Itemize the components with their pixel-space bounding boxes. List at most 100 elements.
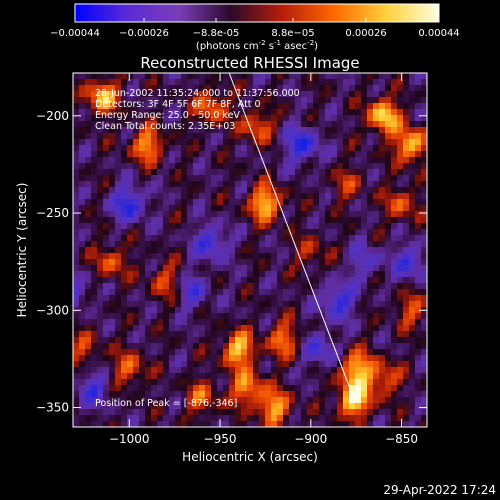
heatmap-cell xyxy=(97,295,104,302)
heatmap-cell xyxy=(199,343,206,350)
heatmap-cell xyxy=(109,79,116,86)
heatmap-cell xyxy=(121,175,128,182)
heatmap-cell xyxy=(85,217,92,224)
heatmap-cell xyxy=(337,133,344,140)
heatmap-cell xyxy=(109,169,116,176)
heatmap-cell xyxy=(139,217,146,224)
heatmap-cell xyxy=(235,331,242,338)
heatmap-cell xyxy=(247,403,254,410)
heatmap-cell xyxy=(415,271,422,278)
heatmap-cell xyxy=(163,277,170,284)
heatmap-cell xyxy=(175,211,182,218)
heatmap-cell xyxy=(379,175,386,182)
heatmap-cell xyxy=(313,253,320,260)
heatmap-cell xyxy=(247,223,254,230)
heatmap-cell xyxy=(217,85,224,92)
heatmap-cell xyxy=(307,343,314,350)
heatmap-cell xyxy=(337,127,344,134)
heatmap-cell xyxy=(223,103,230,110)
heatmap-cell xyxy=(349,85,356,92)
heatmap-cell xyxy=(79,103,86,110)
heatmap-cell xyxy=(421,205,427,212)
heatmap-cell xyxy=(277,331,284,338)
heatmap-cell xyxy=(97,151,104,158)
heatmap-cell xyxy=(223,373,230,380)
heatmap-cell xyxy=(313,319,320,326)
heatmap-cell xyxy=(271,253,278,260)
heatmap-cell xyxy=(193,73,200,80)
heatmap-cell xyxy=(115,271,122,278)
heatmap-cell xyxy=(271,85,278,92)
heatmap-cell xyxy=(313,397,320,404)
heatmap-cell xyxy=(127,319,134,326)
heatmap-cell xyxy=(163,325,170,332)
heatmap-cell xyxy=(187,253,194,260)
heatmap-cell xyxy=(325,325,332,332)
heatmap-cell xyxy=(241,241,248,248)
heatmap-cell xyxy=(205,397,212,404)
heatmap-cell xyxy=(235,169,242,176)
heatmap-cell xyxy=(205,175,212,182)
heatmap-cell xyxy=(235,73,242,80)
heatmap-cell xyxy=(199,169,206,176)
heatmap-cell xyxy=(193,229,200,236)
heatmap-cell xyxy=(181,277,188,284)
heatmap-cell xyxy=(91,397,98,404)
heatmap-cell xyxy=(331,157,338,164)
heatmap-cell xyxy=(295,163,302,170)
heatmap-cell xyxy=(301,421,308,427)
heatmap-cell xyxy=(181,205,188,212)
heatmap-cell xyxy=(139,277,146,284)
heatmap-cell xyxy=(259,385,266,392)
heatmap-cell xyxy=(409,73,416,80)
heatmap-cell xyxy=(175,259,182,266)
heatmap-cell xyxy=(421,97,427,104)
heatmap-cell xyxy=(415,283,422,290)
heatmap-cell xyxy=(295,145,302,152)
heatmap-cell xyxy=(151,217,158,224)
heatmap-cell xyxy=(253,271,260,278)
heatmap-cell xyxy=(157,145,164,152)
heatmap-cell xyxy=(355,271,362,278)
heatmap-cell xyxy=(187,301,194,308)
heatmap-cell xyxy=(91,367,98,374)
heatmap-cell xyxy=(241,79,248,86)
heatmap-cell xyxy=(163,109,170,116)
heatmap-cell xyxy=(109,85,116,92)
heatmap-cell xyxy=(91,283,98,290)
heatmap-cell xyxy=(157,385,164,392)
heatmap-cell xyxy=(379,163,386,170)
heatmap-cell xyxy=(145,85,152,92)
heatmap-cell xyxy=(349,325,356,332)
heatmap-cell xyxy=(265,91,272,98)
heatmap-cell xyxy=(259,235,266,242)
heatmap-cell xyxy=(271,271,278,278)
heatmap-cell xyxy=(319,397,326,404)
heatmap-cell xyxy=(253,343,260,350)
heatmap-cell xyxy=(337,379,344,386)
heatmap-cell xyxy=(235,193,242,200)
heatmap-cell xyxy=(289,319,296,326)
heatmap-cell xyxy=(163,349,170,356)
heatmap-cell xyxy=(343,85,350,92)
heatmap-cell xyxy=(283,373,290,380)
heatmap-cell xyxy=(259,127,266,134)
heatmap-cell xyxy=(391,217,398,224)
heatmap-cell xyxy=(373,175,380,182)
heatmap-cell xyxy=(229,325,236,332)
heatmap-cell xyxy=(271,247,278,254)
heatmap-cell xyxy=(403,355,410,362)
heatmap-cell xyxy=(277,373,284,380)
heatmap-cell xyxy=(331,205,338,212)
heatmap-cell xyxy=(115,295,122,302)
heatmap-cell xyxy=(193,169,200,176)
heatmap-cell xyxy=(409,379,416,386)
heatmap-cell xyxy=(343,121,350,128)
heatmap-cell xyxy=(79,193,86,200)
heatmap-cell xyxy=(277,145,284,152)
heatmap-cell xyxy=(259,415,266,422)
heatmap-cell xyxy=(355,325,362,332)
heatmap-cell xyxy=(229,319,236,326)
heatmap-cell xyxy=(409,265,416,272)
heatmap-cell xyxy=(79,175,86,182)
